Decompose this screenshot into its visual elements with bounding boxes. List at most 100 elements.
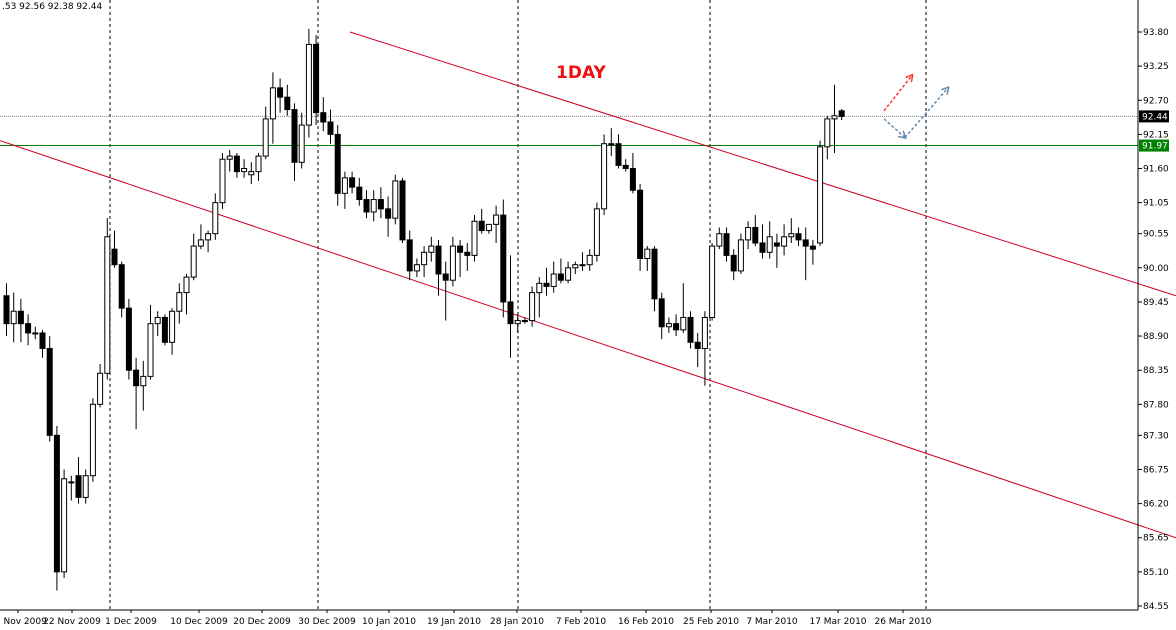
candle-body-bear bbox=[802, 239, 809, 247]
candle-layer bbox=[3, 28, 845, 591]
candle-body-bear bbox=[478, 220, 485, 232]
candle bbox=[154, 311, 161, 337]
candle-body-bull bbox=[579, 264, 586, 267]
y-tick-label: 85.10 bbox=[1143, 568, 1169, 578]
candle bbox=[219, 153, 226, 209]
candle-body-bull bbox=[766, 236, 773, 253]
y-tick-label: 92.15 bbox=[1143, 130, 1169, 140]
candle bbox=[622, 159, 629, 172]
candle bbox=[133, 357, 140, 430]
candle bbox=[716, 227, 723, 250]
candle-body-bear bbox=[334, 133, 341, 194]
candle-body-bull bbox=[824, 118, 831, 148]
candle bbox=[593, 202, 600, 262]
candle bbox=[665, 317, 672, 333]
candle bbox=[183, 274, 190, 315]
candle-body-bull bbox=[147, 323, 154, 377]
candle bbox=[320, 97, 327, 132]
y-tick-label: 93.25 bbox=[1143, 62, 1169, 72]
candle bbox=[752, 215, 759, 247]
candle bbox=[737, 233, 744, 275]
candle-body-bear bbox=[399, 180, 406, 241]
y-tick-label: 86.75 bbox=[1143, 465, 1169, 475]
arrow-layer bbox=[883, 75, 948, 138]
candle bbox=[507, 255, 514, 358]
candle-body-bull bbox=[485, 223, 492, 232]
candle-body-bear bbox=[838, 110, 845, 117]
blue-target-arrow bbox=[904, 88, 948, 138]
candle bbox=[766, 221, 773, 259]
candle bbox=[226, 149, 233, 172]
candle-body-bear bbox=[3, 295, 10, 325]
candle-body-bull bbox=[788, 233, 795, 238]
x-tick-label: 13 Nov 2009 bbox=[0, 617, 47, 627]
ohlc-readout: .53 92.56 92.38 92.44 bbox=[2, 2, 103, 12]
candle bbox=[543, 267, 550, 296]
candle bbox=[205, 230, 212, 253]
candle bbox=[694, 332, 701, 368]
grid-layer bbox=[109, 0, 927, 610]
blue-pullback-arrow bbox=[883, 118, 905, 138]
x-tick-label: 7 Feb 2010 bbox=[556, 617, 607, 627]
candle-body-bull bbox=[644, 248, 651, 259]
timeframe-title: 1DAY bbox=[556, 63, 606, 83]
candle-body-bull bbox=[701, 316, 708, 349]
candle bbox=[161, 314, 168, 346]
candle bbox=[10, 292, 17, 343]
y-tick-label: 90.00 bbox=[1143, 264, 1169, 274]
candle bbox=[788, 218, 795, 243]
x-tick-label: 22 Nov 2009 bbox=[43, 617, 101, 627]
candle-body-bull bbox=[572, 264, 579, 269]
candle bbox=[586, 249, 593, 271]
x-tick-label: 19 Jan 2010 bbox=[427, 617, 481, 627]
candle-body-bull bbox=[536, 282, 543, 294]
candle-body-bull bbox=[737, 239, 744, 272]
candle-body-bull bbox=[97, 372, 104, 405]
x-tick-label: 26 Mar 2010 bbox=[874, 617, 931, 627]
candle-body-bear bbox=[752, 226, 759, 244]
x-tick-label: 10 Jan 2010 bbox=[362, 617, 416, 627]
candle bbox=[809, 239, 816, 265]
candle-body-bear bbox=[694, 341, 701, 349]
candle bbox=[104, 218, 111, 380]
red-target-arrow bbox=[883, 75, 912, 112]
candle bbox=[608, 128, 615, 157]
candle-body-bull bbox=[449, 245, 456, 281]
candle bbox=[284, 84, 291, 116]
candle bbox=[435, 239, 442, 296]
candle bbox=[313, 35, 320, 126]
current-price-label: 92.44 bbox=[1142, 112, 1168, 122]
candle-body-bear bbox=[759, 242, 766, 253]
y-tick-label: 92.70 bbox=[1143, 96, 1169, 106]
y-tick-label: 87.30 bbox=[1143, 431, 1169, 441]
candle-body-bear bbox=[53, 434, 60, 573]
candle-body-bull bbox=[665, 323, 672, 328]
candle-body-bear bbox=[629, 168, 636, 191]
y-tick-label: 84.55 bbox=[1143, 602, 1169, 612]
candle bbox=[53, 426, 60, 591]
candle bbox=[147, 305, 154, 380]
candle bbox=[457, 239, 464, 278]
candle bbox=[399, 177, 406, 243]
candle bbox=[241, 159, 248, 178]
candle-body-bear bbox=[658, 298, 665, 328]
y-tick-label: 88.90 bbox=[1143, 332, 1169, 342]
trendline-layer bbox=[0, 31, 1176, 539]
candle bbox=[169, 308, 176, 355]
candle-body-bear bbox=[17, 310, 24, 325]
candle bbox=[176, 283, 183, 324]
candle bbox=[817, 140, 824, 247]
candle-body-bull bbox=[248, 171, 255, 176]
x-tick-label: 1 Dec 2009 bbox=[105, 617, 157, 627]
candle-body-bear bbox=[795, 233, 802, 241]
candle bbox=[39, 329, 46, 358]
candle-body-bear bbox=[363, 199, 370, 213]
candle-body-bear bbox=[723, 233, 730, 256]
candle bbox=[190, 233, 197, 281]
candle-body-bear bbox=[773, 242, 780, 247]
candle bbox=[464, 242, 471, 271]
candle-body-bull bbox=[514, 320, 521, 325]
candle bbox=[75, 457, 82, 504]
candle-body-bull bbox=[68, 481, 75, 484]
